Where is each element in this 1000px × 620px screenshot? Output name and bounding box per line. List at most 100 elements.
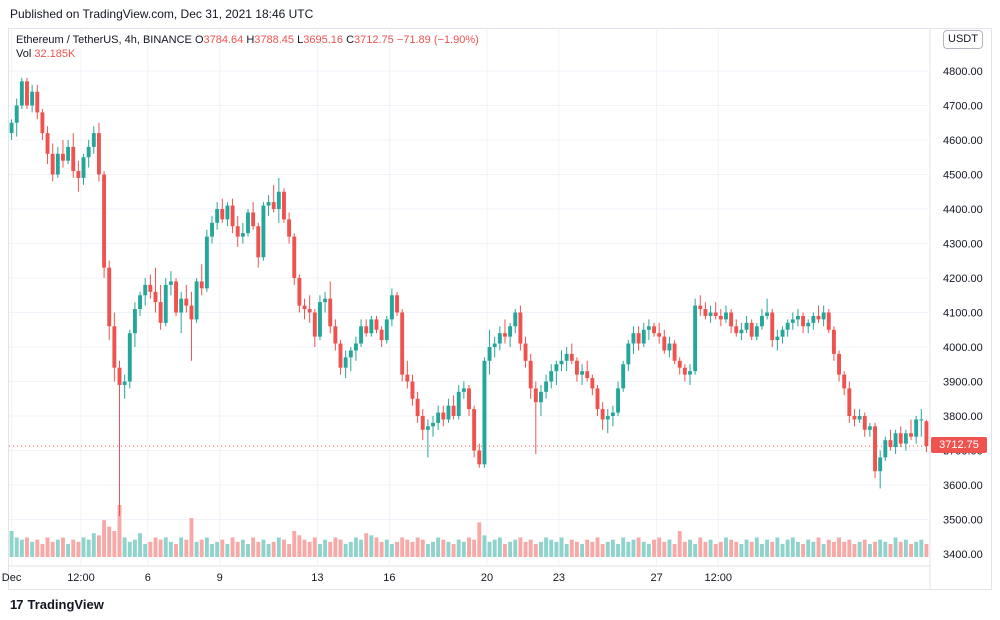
volume-bar [477,522,482,557]
y-tick-label: 3600.00 [943,480,983,492]
candle-body [724,312,728,320]
volume-bar [456,539,461,557]
candle-body [405,374,410,382]
volume-bar [307,541,312,557]
candle-body [436,412,441,423]
volume-bar [297,535,302,557]
candle-body [677,360,682,368]
candle-body [179,298,184,313]
chart-pane[interactable] [8,28,992,590]
volume-bar [652,539,656,557]
volume-bar [415,537,420,557]
candle-body [867,426,872,430]
volume-bar [168,541,173,557]
volume-bar [287,544,292,557]
volume-bar [235,541,240,557]
candle-body [220,209,225,220]
volume-label: Vol [16,48,32,60]
candle-body [235,226,240,237]
y-tick-label: 3900.00 [943,377,983,389]
volume-bar [441,539,446,557]
volume-bar [66,544,71,557]
y-tick-label: 4800.00 [943,66,983,78]
x-tick-label: 13 [311,572,323,584]
volume-bar [888,544,893,557]
candle-body [544,381,549,392]
candle-body [174,281,178,313]
volume-bar [724,537,728,557]
candle-body [605,416,610,420]
candle-body [292,236,297,278]
candle-body [446,405,451,420]
candle-body [379,329,384,341]
y-tick-label: 4600.00 [943,135,983,147]
change-value: −71.89 (−1.90%) [396,34,479,46]
volume-bar [657,537,662,557]
volume-bar [163,537,168,557]
candle-body [400,312,405,375]
volume-bar [898,541,903,557]
volume-bar [395,541,399,557]
volume-bar [292,531,297,557]
candle-body [831,329,836,354]
volume-bar [554,541,559,557]
volume-bar [333,537,338,557]
volume-bar [734,541,739,557]
volume-bar [194,541,199,557]
candle-body [842,374,847,389]
candle-body [919,419,924,421]
volume-bar [564,544,569,557]
tradingview-logo[interactable]: 17 TradingView [10,597,104,612]
volume-bar [852,544,857,557]
volume-bar [256,541,261,557]
volume-bar [50,541,55,557]
volume-bar [359,539,364,557]
volume-bar [420,539,425,557]
candle-body [9,122,14,134]
candle-body [266,202,271,206]
symbol-legend: Ethereum / TetherUS, 4h, BINANCE O3784.6… [16,33,479,48]
x-tick-label: 16 [383,572,395,584]
candle-body [251,212,256,227]
volume-bar [518,537,523,557]
volume-bar [883,541,888,557]
candle-body [45,133,50,154]
volume-bar [616,544,621,557]
candle-body [81,157,86,178]
volume-bar [122,537,127,557]
candle-body [492,343,497,347]
candle-body [102,174,107,268]
candle-body [811,315,816,323]
volume-bar [754,537,759,557]
volume-bar [641,541,646,557]
currency-selector[interactable]: USDT [943,30,983,49]
volume-bar [107,526,112,557]
volume-bar [240,539,245,557]
candle-body [256,226,261,258]
volume-bar [210,544,214,557]
y-tick-label: 4100.00 [943,308,983,320]
volume-bar [364,533,369,557]
candle-body [441,412,446,420]
volume-bar [19,539,24,557]
volume-bar [780,544,785,557]
candle-body [693,305,698,372]
candle-body [657,333,662,337]
volume-bar [862,539,867,557]
volume-bar [621,537,626,557]
volume-bar [467,537,471,557]
y-tick-label: 3500.00 [943,515,983,527]
volume-bar [487,541,492,557]
candle-body [549,371,554,382]
candle-body [749,322,754,337]
symbol-title: Ethereum / TetherUS, 4h, BINANCE [16,34,192,46]
candle-body [143,284,148,296]
candle-body [503,333,507,337]
candle-body [343,357,348,368]
candle-body [282,191,286,220]
volume-bar [569,539,574,557]
volume-bar [682,541,687,557]
volume-bar [713,544,718,557]
volume-bar [497,537,502,557]
